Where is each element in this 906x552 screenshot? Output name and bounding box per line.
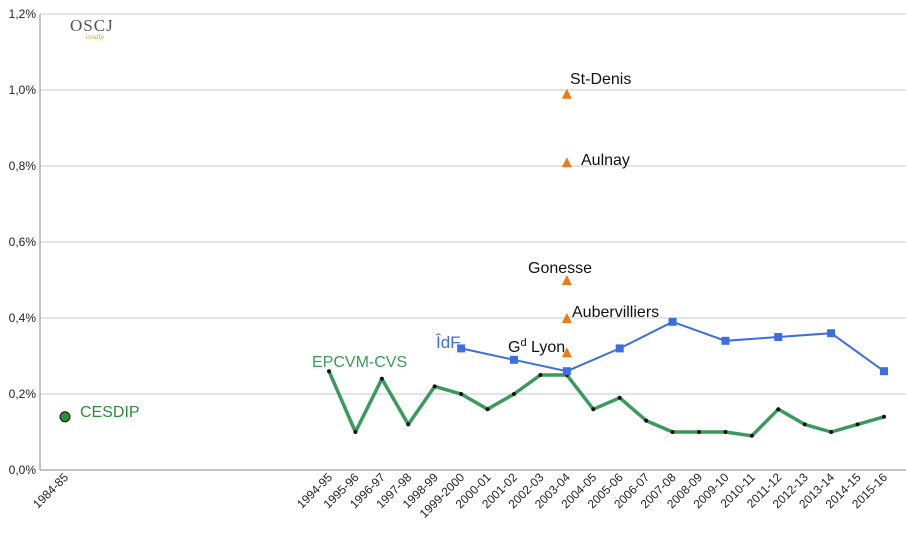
x-tick-label: 1984-85: [30, 470, 71, 511]
city-point: [561, 347, 572, 358]
label-idf: ÎdF: [435, 333, 461, 352]
epcvm-cvs-point: [379, 376, 384, 381]
epcvm-cvs-point: [617, 395, 622, 400]
oscj-logo: OSCJ cesdip: [70, 16, 114, 41]
labels-layer: EPCVM-CVS ÎdF CESDIP St-Denis Aulnay Gonesse A…: [80, 71, 659, 421]
city-label: Gd Lyon: [508, 337, 565, 356]
epcvm-cvs-point: [776, 407, 781, 412]
markers-layer: [59, 88, 888, 438]
epcvm-cvs-point: [327, 369, 331, 374]
logo-text: OSCJ: [70, 16, 114, 35]
logo-subtext: cesdip: [86, 33, 104, 41]
city-point: [561, 88, 572, 99]
series-layer: [327, 320, 885, 438]
y-axis-ticks: 0,0% 0,2% 0,4% 0,6% 0,8% 1,0% 1,2%: [9, 7, 37, 477]
idf-point: [721, 336, 730, 345]
idf-point: [562, 367, 571, 376]
epcvm-cvs-point: [697, 430, 701, 434]
idf-point: [774, 333, 783, 341]
idf-point: [880, 367, 888, 376]
idf-point: [615, 344, 624, 353]
epcvm-cvs-point: [723, 430, 728, 434]
series-epcvm-cvs-line: [327, 370, 885, 438]
y-tick-label: 0,0%: [9, 463, 37, 477]
idf-point: [510, 355, 518, 364]
cesdip-point: [59, 411, 71, 423]
epcvm-cvs-point: [538, 373, 543, 377]
epcvm-cvs-point: [591, 407, 596, 412]
epcvm-cvs-point: [829, 430, 834, 434]
city-point: [561, 313, 572, 323]
epcvm-cvs-point: [855, 422, 860, 427]
epcvm-cvs-point: [432, 384, 437, 389]
city-label: St-Denis: [570, 71, 631, 88]
idf-point: [827, 329, 836, 338]
y-tick-label: 0,2%: [9, 387, 37, 401]
label-epcvm-cvs: EPCVM-CVS: [312, 354, 407, 371]
epcvm-cvs-point: [644, 418, 649, 423]
epcvm-cvs-point: [485, 407, 490, 412]
city-label: Aubervilliers: [572, 304, 659, 321]
epcvm-cvs-point: [670, 430, 675, 434]
epcvm-cvs-point: [459, 392, 464, 396]
epcvm-cvs-point: [882, 414, 886, 419]
idf-point: [457, 344, 466, 353]
city-label: Aulnay: [581, 152, 630, 169]
city-label: Gonesse: [528, 260, 592, 277]
city-point: [561, 157, 572, 168]
epcvm-cvs-point: [512, 392, 516, 396]
city-point: [561, 275, 572, 285]
x-axis-ticks: 1984-85 1994-951995-961996-971997-981998-…: [30, 470, 890, 521]
y-tick-label: 1,0%: [9, 83, 37, 97]
y-tick-label: 0,6%: [9, 235, 37, 249]
label-cesdip: CESDIP: [80, 404, 140, 421]
epcvm-cvs-point: [353, 430, 358, 434]
epcvm-cvs-point: [749, 433, 754, 438]
epcvm-cvs-point: [802, 422, 807, 427]
gridlines: [39, 13, 906, 471]
y-tick-label: 0,8%: [9, 159, 37, 173]
y-tick-label: 0,4%: [9, 311, 37, 325]
y-tick-label: 1,2%: [9, 7, 37, 21]
idf-point: [668, 317, 677, 326]
epcvm-cvs-point: [406, 422, 411, 427]
